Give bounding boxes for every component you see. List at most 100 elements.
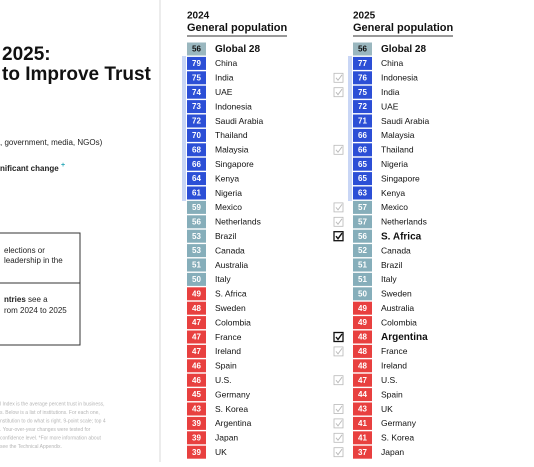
score: 47	[192, 318, 201, 327]
score: 41	[358, 419, 367, 428]
country: Italy	[215, 274, 231, 284]
score-badge	[187, 388, 206, 402]
footnote-line: confidence level. *For more information …	[0, 435, 101, 441]
callout-text: leadership in the	[4, 256, 63, 265]
country: Mexico	[381, 202, 408, 212]
score: 66	[358, 131, 367, 140]
country: Colombia	[381, 317, 417, 327]
score: 46	[192, 361, 201, 370]
score: 47	[192, 347, 201, 356]
change-check	[335, 232, 343, 240]
country: Germany	[215, 389, 251, 399]
footnote-line: . Your-over-year changes were tested for	[0, 427, 91, 433]
country: Indonesia	[381, 73, 418, 83]
change-box	[333, 331, 344, 343]
score: 51	[192, 261, 201, 270]
score: 70	[192, 131, 201, 140]
change-box	[333, 87, 344, 98]
callout-text: elections or	[4, 246, 45, 255]
score-badge	[353, 301, 372, 315]
score-badge	[187, 229, 206, 243]
score-badge	[353, 316, 372, 330]
score: 47	[358, 376, 367, 385]
score: 56	[192, 217, 201, 226]
country: Ireland	[381, 361, 407, 371]
score: 71	[358, 117, 367, 126]
callout-box	[0, 282, 81, 346]
change-box	[333, 72, 344, 83]
score-badge	[353, 445, 372, 459]
country: UAE	[215, 87, 233, 97]
score: 37	[358, 448, 367, 457]
country: S. Africa	[215, 289, 247, 299]
score-badge	[353, 287, 372, 301]
country: S. Korea	[381, 433, 414, 443]
score-badge	[353, 186, 372, 200]
score-badge	[353, 330, 372, 344]
score: 48	[358, 333, 367, 342]
subtitle: , government, media, NGOs)	[0, 138, 103, 147]
change-box	[333, 231, 344, 242]
score: 56	[358, 232, 367, 241]
country: Kenya	[215, 173, 239, 183]
country: Thailand	[381, 145, 414, 155]
score-badge	[187, 344, 206, 358]
score-badge	[353, 373, 372, 387]
score: 52	[358, 246, 367, 255]
score-badge	[187, 85, 206, 99]
score: 76	[358, 73, 367, 82]
score: 48	[358, 347, 367, 356]
score: 79	[192, 59, 201, 68]
change-check	[335, 88, 343, 96]
change-box	[333, 418, 344, 429]
change-check	[335, 74, 343, 82]
score: 49	[192, 289, 201, 298]
change-box	[333, 375, 344, 386]
country: India	[215, 73, 234, 83]
score: 75	[192, 73, 201, 82]
score-badge	[187, 258, 206, 272]
change-check	[335, 376, 343, 384]
score-badge	[353, 114, 372, 128]
change-check	[335, 448, 343, 456]
score: 56	[358, 45, 367, 54]
score-badge	[187, 172, 206, 186]
score-badge	[353, 416, 372, 430]
score: 64	[192, 174, 201, 183]
score-badge	[187, 316, 206, 330]
score-badge	[187, 215, 206, 229]
trust-bracket	[182, 56, 186, 201]
score: 73	[192, 102, 201, 111]
country: Saudi Arabia	[381, 116, 429, 126]
score-badge	[353, 56, 372, 70]
score-badge	[353, 42, 372, 56]
score: 48	[358, 361, 367, 370]
score-badge	[187, 114, 206, 128]
country: S. Africa	[381, 231, 422, 242]
change-check	[335, 434, 343, 442]
change-check	[335, 146, 343, 154]
score: 61	[192, 189, 201, 198]
score: 45	[192, 390, 201, 399]
score-badge	[187, 330, 206, 344]
score-badge	[187, 431, 206, 445]
score-badge	[187, 100, 206, 114]
title: to Improve Trust	[2, 64, 152, 85]
score: 53	[192, 246, 201, 255]
score: 65	[358, 160, 367, 169]
score: 47	[192, 333, 201, 342]
score-badge	[187, 56, 206, 70]
footnote-line: see the Technical Appendix.	[0, 444, 62, 450]
score: 77	[358, 59, 367, 68]
score-badge	[353, 388, 372, 402]
change-box	[333, 432, 344, 443]
country: Indonesia	[215, 101, 252, 111]
legend-text: nificant change	[0, 164, 59, 173]
score-badge	[187, 402, 206, 416]
country: Netherlands	[381, 217, 427, 227]
score-badge	[353, 431, 372, 445]
footnote-line: s. Below is a list of institutions. For …	[0, 410, 100, 416]
score: 57	[358, 203, 367, 212]
score-badge	[353, 71, 372, 85]
